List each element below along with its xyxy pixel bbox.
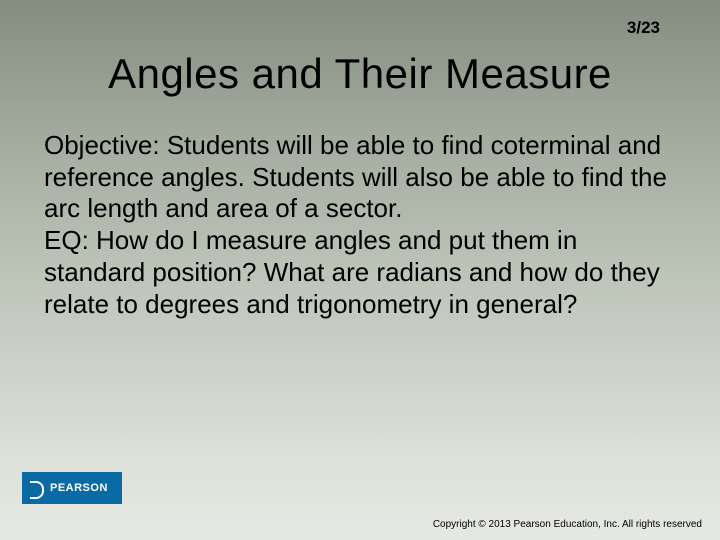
slide: 3/23 Angles and Their Measure Objective:…	[0, 0, 720, 540]
objective-text: Objective: Students will be able to find…	[44, 130, 676, 225]
pearson-logo-text: PEARSON	[50, 482, 108, 494]
copyright-text: Copyright © 2013 Pearson Education, Inc.…	[433, 519, 702, 530]
page-number: 3/23	[627, 18, 660, 38]
pearson-logo-icon	[28, 479, 46, 497]
slide-body: Objective: Students will be able to find…	[44, 130, 676, 320]
eq-text: EQ: How do I measure angles and put them…	[44, 225, 676, 320]
slide-title: Angles and Their Measure	[0, 50, 720, 98]
pearson-logo: PEARSON	[22, 472, 122, 504]
